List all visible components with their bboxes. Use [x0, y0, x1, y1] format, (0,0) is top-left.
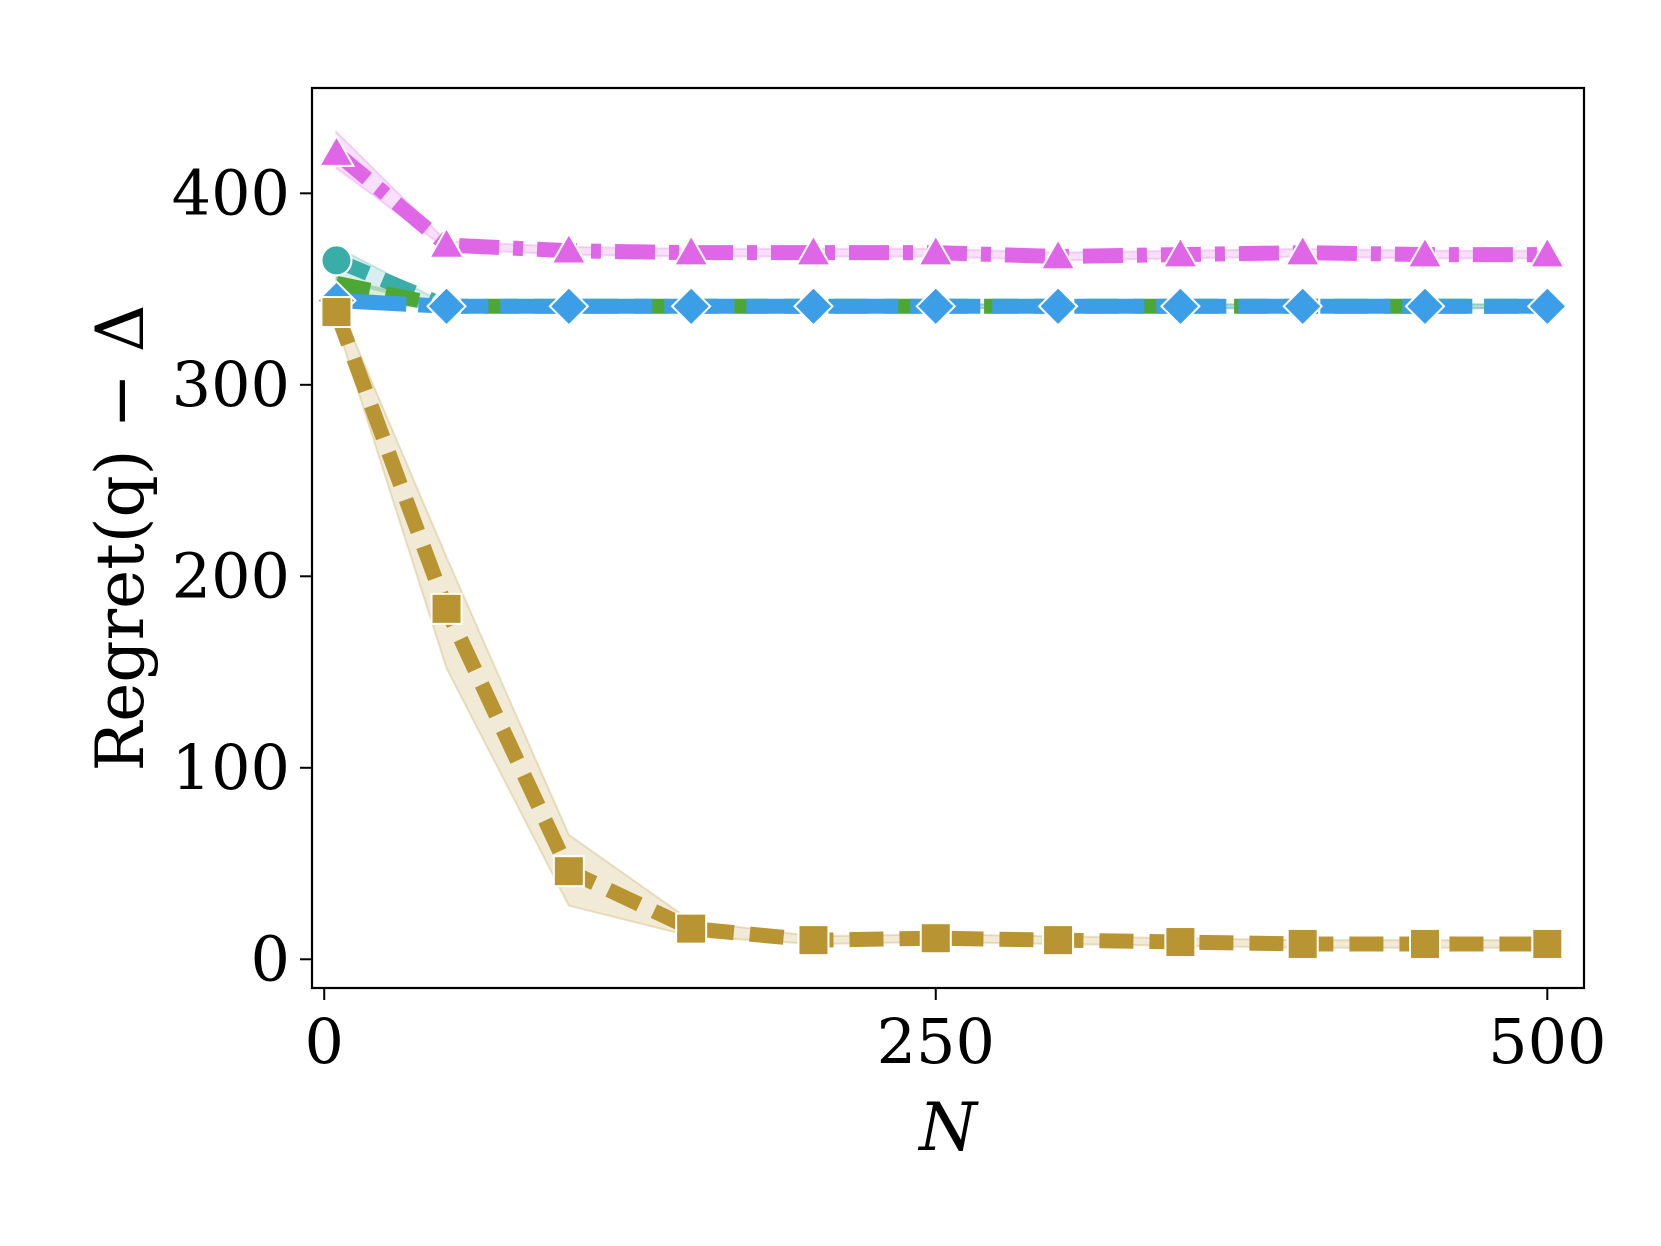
y-tick-label-1: 100	[172, 731, 290, 804]
series-4-point-7	[1164, 926, 1197, 959]
series-3-point-2	[548, 285, 590, 327]
y-tick-label-4: 400	[172, 156, 290, 229]
series-3-point-4	[793, 285, 834, 327]
series-4-line	[329, 309, 1548, 952]
x-axis-label: N	[917, 1089, 979, 1166]
series-4-point-8	[1286, 927, 1319, 960]
series-4-point-4	[797, 924, 830, 957]
series-4-point-10	[1531, 927, 1564, 960]
series-3-point-9	[1404, 285, 1446, 327]
series-markers	[316, 134, 1568, 960]
series-0-point-7	[1161, 235, 1200, 269]
series-3-point-1	[426, 285, 467, 327]
y-tick-label-3: 300	[172, 348, 290, 421]
x-tick-label-1: 250	[877, 1005, 995, 1078]
series-0-point-8	[1283, 233, 1322, 267]
series-3-point-10	[1526, 285, 1568, 327]
y-tick-label-2: 200	[172, 539, 290, 612]
series-4-point-9	[1409, 927, 1441, 960]
series-3-point-7	[1159, 285, 1201, 327]
series-0-point-1	[427, 226, 466, 259]
series-4-point-5	[919, 922, 952, 955]
series-3-point-6	[1037, 285, 1079, 327]
x-axis-ticks: 0 250 500	[305, 988, 1606, 1078]
series-4-point-6	[1042, 924, 1075, 957]
series-0-point-9	[1406, 235, 1444, 269]
series-0-point-0	[317, 134, 356, 167]
series-0-point-5	[917, 233, 955, 267]
series-3-point-3	[670, 285, 712, 327]
series-4-point-3	[675, 912, 708, 945]
x-tick-label-2: 500	[1488, 1005, 1606, 1078]
series-4-point-1	[430, 592, 463, 625]
series-3-point-5	[915, 285, 957, 327]
series-4-point-0	[320, 296, 353, 329]
series-1-line	[333, 253, 450, 314]
series-4-point-2	[552, 855, 585, 888]
x-tick-label-0: 0	[305, 1005, 344, 1078]
series-1-point-0	[320, 244, 353, 277]
plot-frame	[310, 86, 1586, 990]
y-axis-label: Regret(q) − Δ	[82, 305, 159, 772]
series-3-point-8	[1282, 285, 1324, 327]
series-0-point-6	[1039, 237, 1077, 271]
series-0-point-2	[550, 231, 588, 265]
series-0-point-3	[672, 233, 710, 267]
y-axis-ticks: 0 100 200 300 400	[172, 156, 312, 995]
y-tick-label-0: 0	[251, 922, 290, 995]
series-0-point-10	[1528, 235, 1567, 269]
series-0-point-4	[794, 233, 833, 267]
